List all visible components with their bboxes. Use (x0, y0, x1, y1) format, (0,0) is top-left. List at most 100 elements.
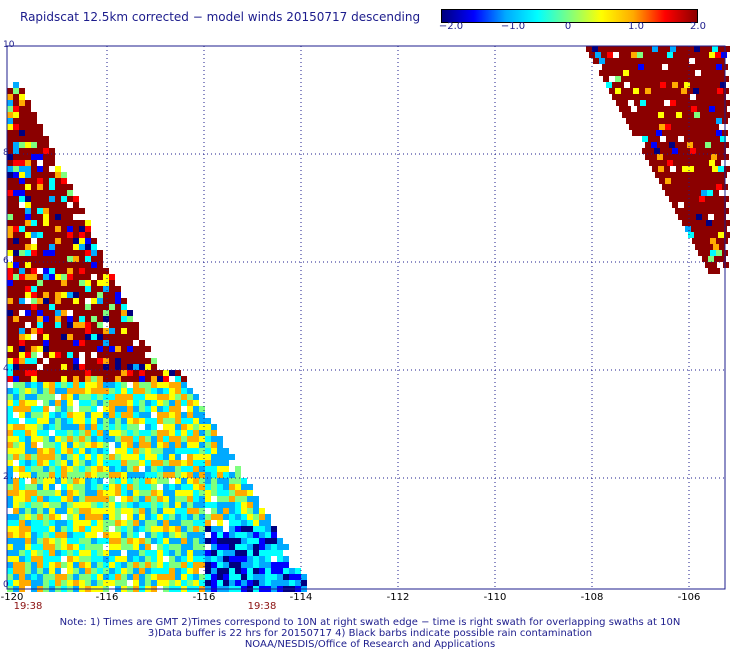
wind-cell (55, 244, 61, 250)
wind-cell (97, 340, 103, 346)
wind-cell (628, 46, 634, 52)
wind-cell (79, 394, 85, 400)
wind-cell (85, 430, 91, 436)
wind-cell (73, 262, 79, 268)
wind-cell (19, 340, 25, 346)
wind-cell (97, 544, 103, 550)
wind-cell (199, 520, 205, 526)
wind-cell (715, 226, 721, 232)
wind-cell (13, 376, 19, 382)
wind-cell (187, 490, 193, 496)
wind-cell (622, 100, 628, 106)
wind-cell (139, 436, 145, 442)
wind-cell (193, 472, 199, 478)
wind-cell (636, 82, 642, 88)
wind-cell (31, 466, 37, 472)
wind-cell (181, 388, 187, 394)
wind-cell (73, 496, 79, 502)
wind-cell (709, 106, 715, 112)
wind-cell (7, 490, 13, 496)
wind-cell (699, 88, 705, 94)
wind-cell (61, 532, 67, 538)
wind-cell (115, 550, 121, 556)
wind-cell (169, 406, 175, 412)
wind-cell (133, 400, 139, 406)
wind-cell (175, 532, 181, 538)
wind-cell (187, 454, 193, 460)
wind-cell (181, 448, 187, 454)
wind-cell (91, 460, 97, 466)
wind-cell (133, 322, 139, 328)
wind-cell (133, 478, 139, 484)
wind-cell (19, 490, 25, 496)
wind-cell (696, 94, 702, 100)
wind-cell (650, 118, 656, 124)
wind-cell (199, 574, 205, 580)
wind-cell (73, 418, 79, 424)
wind-cell (151, 550, 157, 556)
wind-cell (723, 76, 729, 82)
wind-cell (671, 190, 677, 196)
wind-cell (103, 388, 109, 394)
wind-cell (103, 334, 109, 340)
wind-cell (169, 418, 175, 424)
wind-cell (19, 478, 25, 484)
wind-cell (181, 436, 187, 442)
wind-cell (662, 184, 668, 190)
lon-label: -106 (677, 592, 701, 603)
wind-cell (85, 370, 91, 376)
wind-cell (253, 496, 259, 502)
wind-cell (139, 490, 145, 496)
wind-cell (151, 502, 157, 508)
wind-cell (49, 202, 55, 208)
wind-cell (601, 52, 607, 58)
wind-cell (19, 334, 25, 340)
wind-cell (25, 286, 31, 292)
wind-cell (175, 436, 181, 442)
wind-cell (13, 490, 19, 496)
wind-cell (672, 82, 678, 88)
wind-cell (169, 394, 175, 400)
wind-cell (13, 250, 19, 256)
swath-time-label: 19:38 (13, 601, 43, 612)
wind-cell (55, 286, 61, 292)
wind-cell (91, 544, 97, 550)
wind-cell (121, 424, 127, 430)
wind-cell (55, 292, 61, 298)
wind-cell (133, 514, 139, 520)
wind-cell (67, 502, 73, 508)
wind-cell (13, 232, 19, 238)
wind-cell (55, 208, 61, 214)
wind-cell (682, 46, 688, 52)
wind-cell (121, 352, 127, 358)
wind-cell (25, 406, 31, 412)
wind-cell (235, 556, 241, 562)
wind-cell (175, 376, 181, 382)
wind-cell (609, 88, 615, 94)
wind-cell (73, 580, 79, 586)
wind-cell (139, 574, 145, 580)
wind-cell (73, 484, 79, 490)
wind-cell (97, 574, 103, 580)
wind-cell (151, 376, 157, 382)
wind-cell (67, 262, 73, 268)
wind-cell (91, 466, 97, 472)
wind-cell (73, 388, 79, 394)
wind-cell (139, 508, 145, 514)
wind-cell (85, 292, 91, 298)
wind-cell (43, 580, 49, 586)
wind-cell (91, 394, 97, 400)
wind-cell (175, 562, 181, 568)
wind-cell (139, 394, 145, 400)
wind-cell (79, 316, 85, 322)
wind-cell (217, 544, 223, 550)
wind-cell (665, 178, 671, 184)
wind-cell (13, 502, 19, 508)
wind-cell (674, 64, 680, 70)
wind-cell (151, 532, 157, 538)
wind-cell (31, 472, 37, 478)
wind-cell (667, 172, 673, 178)
wind-cell (55, 166, 61, 172)
wind-cell (85, 580, 91, 586)
wind-cell (43, 436, 49, 442)
